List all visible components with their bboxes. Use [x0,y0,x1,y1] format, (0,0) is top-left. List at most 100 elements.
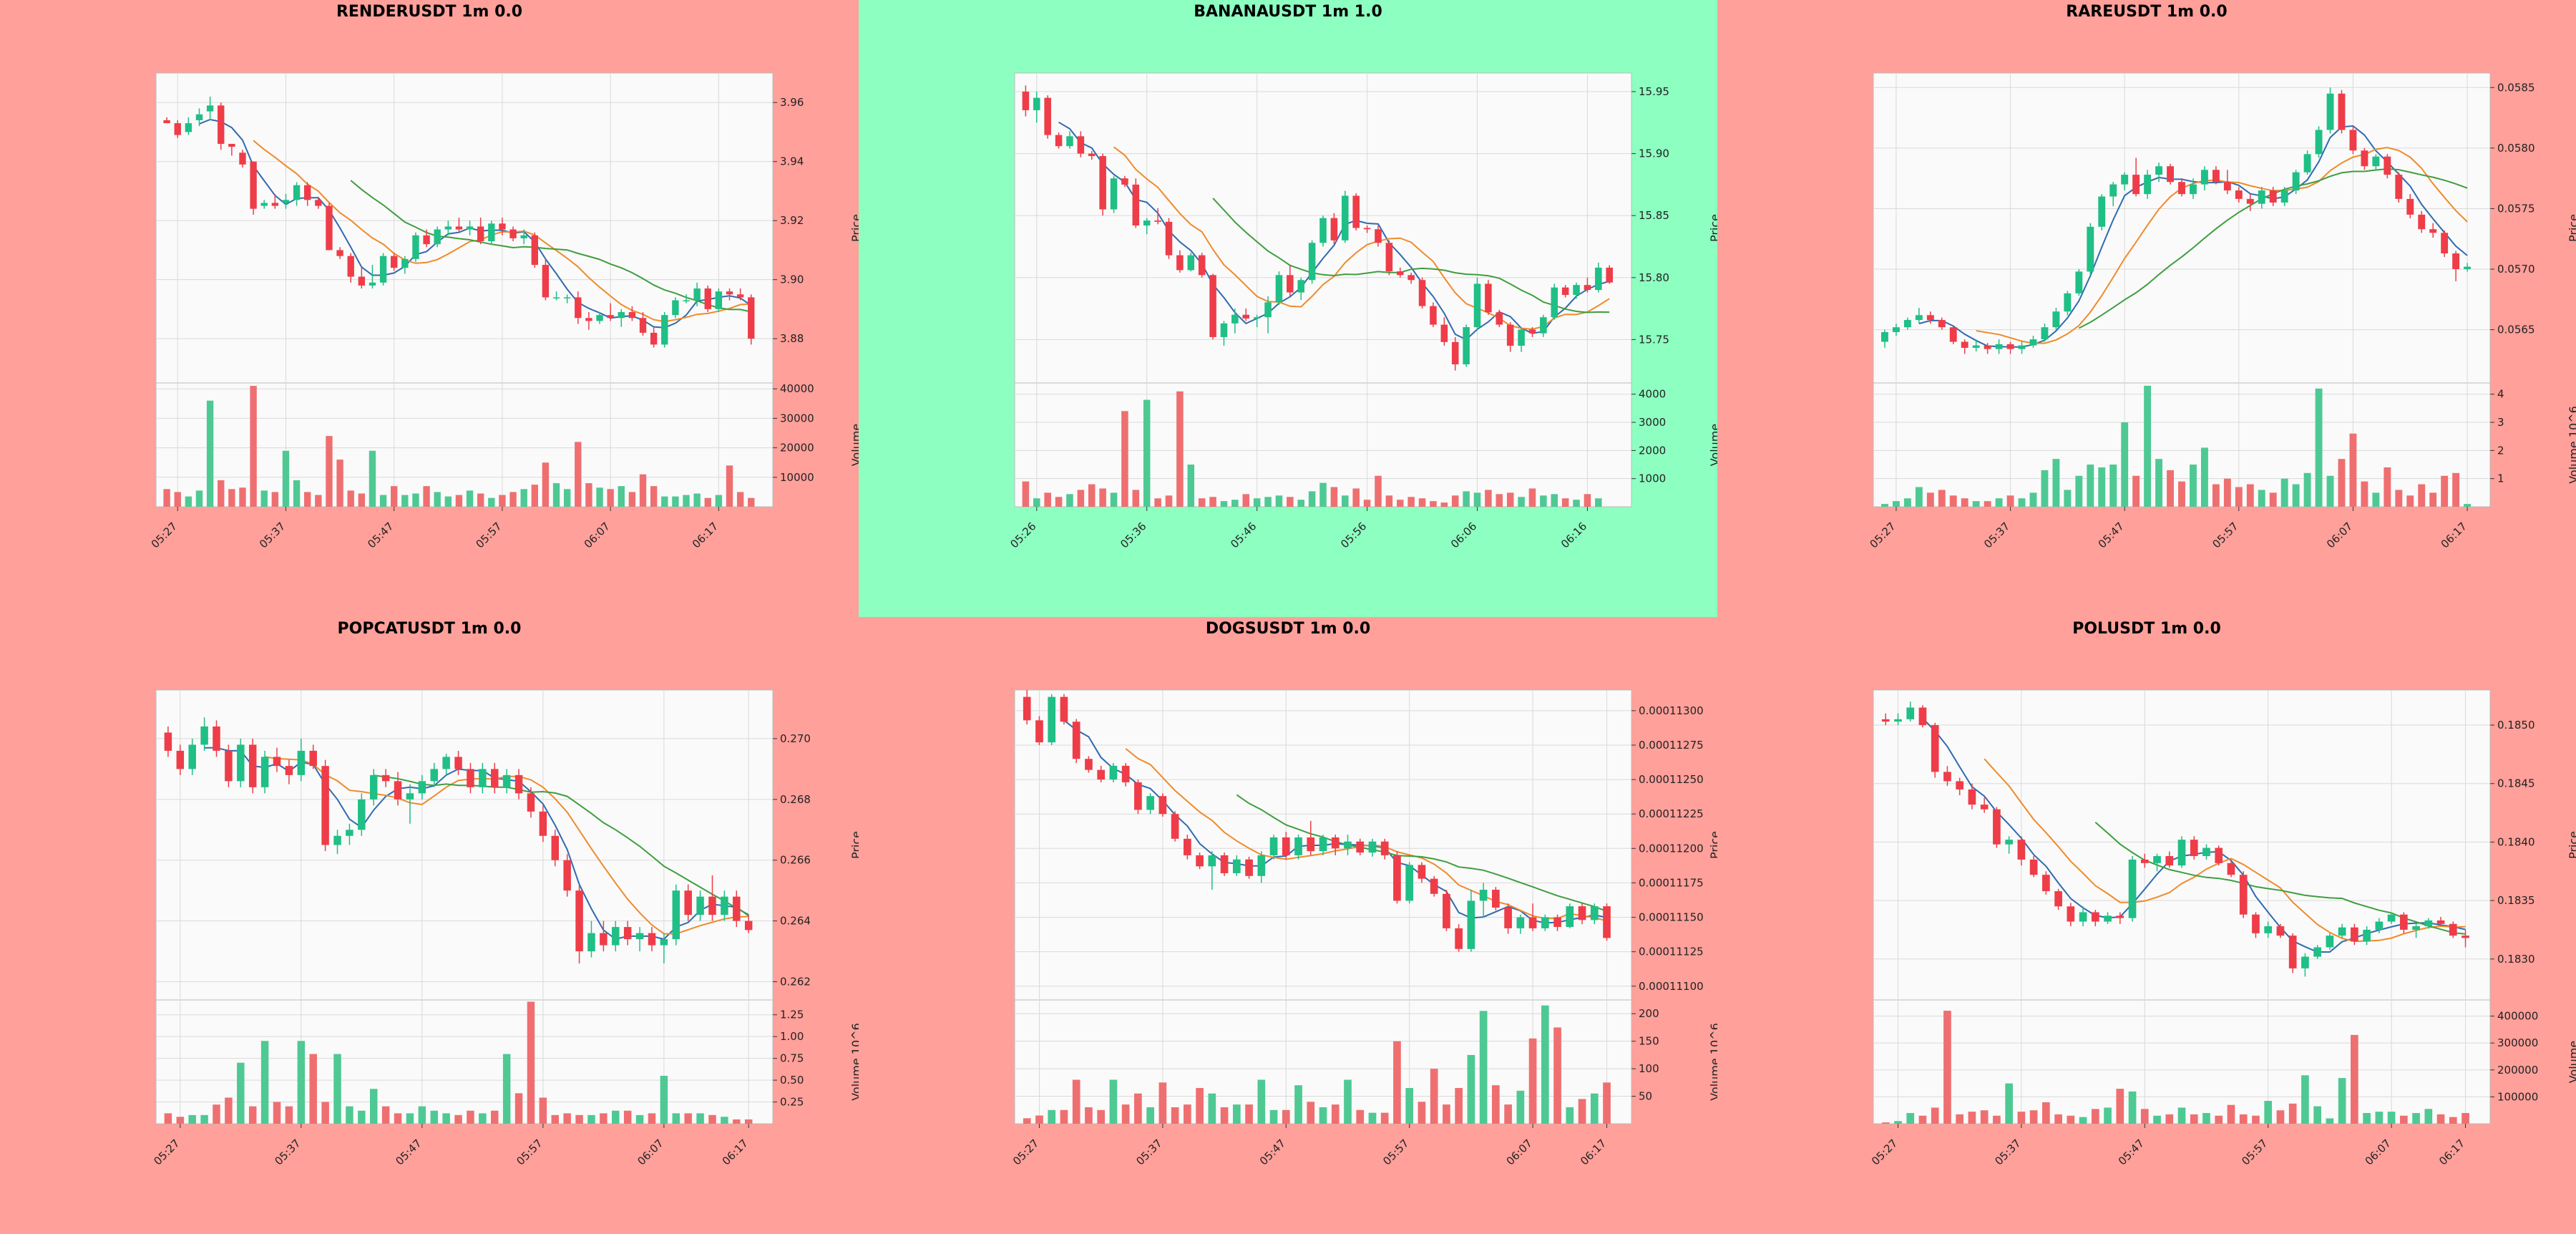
price-panel [1873,72,2491,384]
volume-bar [2165,1114,2174,1124]
volume-tick-label: 1.00 [780,1030,804,1043]
candle-body [1072,722,1080,759]
candle-body [1363,228,1371,230]
volume-bar [2349,433,2357,507]
candle-body [1187,255,1195,271]
volume-bar [1451,495,1459,507]
candle-body [607,315,614,319]
candle-body [551,835,560,860]
candle-body [1220,855,1229,873]
candlestick-chart: 0.0585 0.0580 0.0575 0.0570 0.0565 4 3 2 1 05:27 0… [1867,72,2576,550]
candle-body [1198,255,1206,276]
time-tick-label: 05:46 [1228,520,1259,550]
price-tick-label: 0.270 [780,732,811,745]
volume-bar [2462,1112,2469,1124]
volume-bar [248,1106,257,1124]
candle-body [2223,182,2231,191]
candle-body [1467,900,1475,949]
volume-bar [1146,1107,1154,1124]
volume-bar [1396,500,1404,507]
volume-bar [1518,497,1525,507]
candle-body [1396,271,1404,276]
candle-body [1603,906,1611,938]
candle-body [1033,97,1040,110]
volume-bar [2104,1107,2112,1124]
candle-body [1473,283,1481,328]
volume-axis-label: Volume 10^6 [2567,406,2576,484]
volume-bar [1430,501,1437,507]
volume-bar [623,1110,632,1124]
volume-bar [1044,492,1051,507]
volume-bar [1253,498,1261,507]
candle-body [200,726,208,745]
moving-average-line [1976,147,2468,344]
volume-bar [1915,487,1923,507]
volume-bar [2351,1034,2358,1124]
price-tick-label: 0.1835 [2497,894,2535,907]
volume-bar [1467,1054,1475,1124]
candle-body [479,769,487,787]
price-tick-label: 0.00011250 [1639,773,1704,786]
candle-body [563,297,571,298]
candle-body [1176,255,1184,271]
candle-body [1455,928,1463,949]
candle-body [1146,796,1154,810]
volume-bar [672,496,679,507]
volume-bar [237,1062,245,1124]
volume-bar [1196,1088,1204,1124]
candle-body [2116,915,2124,918]
volume-bar [1060,1109,1068,1124]
volume-bar [2029,492,2037,507]
candle-body [1463,327,1470,365]
candle-body [1257,855,1266,876]
candle-body [1606,267,1613,283]
time-tick-label: 05:47 [1257,1137,1288,1167]
time-tick-label: 06:17 [1578,1137,1609,1167]
volume-bar [1220,501,1228,507]
volume-bar [1473,492,1481,507]
chart-title: POLUSDT 1m 0.0 [2072,620,2221,638]
candle-body [2252,914,2260,933]
time-tick-label: 05:47 [2096,520,2127,550]
price-tick-label: 3.90 [780,273,804,286]
candle-body [650,332,658,345]
candle-body [218,105,225,144]
volume-bar [1968,1112,1976,1124]
volume-bar [2338,1078,2346,1124]
candle-body [2190,184,2197,195]
time-tick-label: 06:07 [582,520,613,550]
volume-bar [336,460,343,507]
candle-body [176,750,185,769]
volume-bar [1463,491,1470,507]
candle-body [1242,314,1250,319]
volume-bar [1603,1082,1611,1124]
volume-bar [2372,492,2380,507]
time-tick-label: 06:17 [2436,1137,2467,1167]
candle-body [293,185,301,200]
candle-body [726,291,733,295]
candle-body [1375,229,1382,243]
candle-body [1440,324,1448,342]
candle-body [1109,765,1118,780]
volume-bar [1198,498,1206,507]
volume-bar [1356,1109,1365,1124]
price-tick-label: 0.00011300 [1639,704,1704,717]
price-tick-label: 0.264 [780,915,811,928]
candle-body [1143,220,1151,226]
candle-body [1949,327,1957,342]
volume-bar [2276,1110,2285,1124]
volume-bar [1956,1114,1964,1124]
candle-body [2104,915,2112,922]
volume-tick-label: 1 [2497,472,2504,485]
volume-bar [693,493,701,507]
candle-body [2372,156,2380,167]
volume-bar [401,495,409,507]
volume-bar [2363,1112,2371,1124]
price-tick-label: 0.1830 [2497,953,2535,966]
candle-body [2052,311,2060,328]
candle-body [1085,759,1093,770]
volume-bar [2155,459,2163,507]
volume-bar [1430,1069,1438,1124]
candle-body [297,750,306,775]
candle-body [502,774,511,787]
